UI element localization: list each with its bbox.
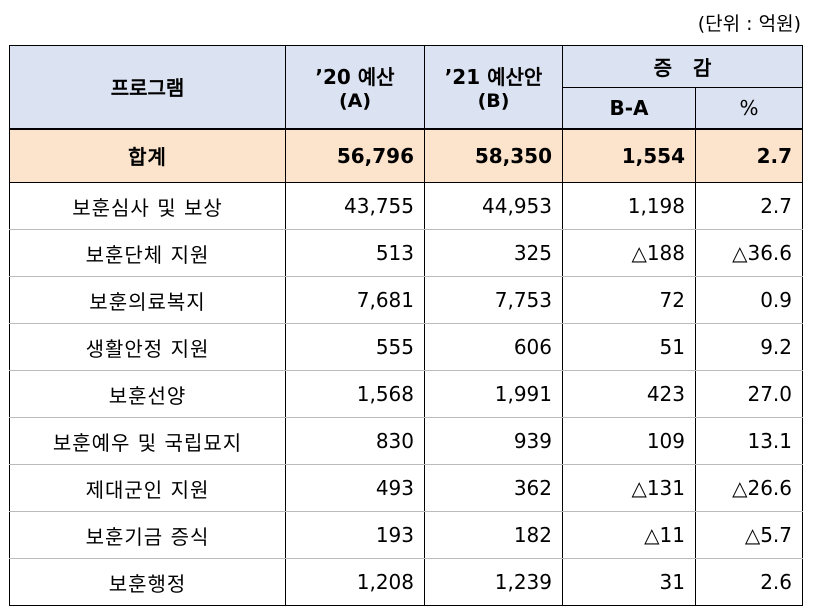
budget-2021-cell: 606	[424, 323, 563, 371]
change-diff-cell: 423	[562, 370, 696, 418]
program-name-cell: 제대군인 지원	[9, 464, 286, 512]
budget-2020-cell: 555	[285, 323, 425, 371]
change-pct-cell: △26.6	[694, 464, 804, 512]
budget-table: 프로그램 ’20 예산 (A) ’21 예산안 (B) 증 감 B-A % 합계…	[9, 45, 804, 606]
table-header: 프로그램 ’20 예산 (A) ’21 예산안 (B) 증 감 B-A %	[9, 45, 804, 129]
total-pct: 2.7	[694, 128, 804, 183]
budget-2020-cell: 1,208	[285, 558, 425, 606]
budget-2020-cell: 513	[285, 229, 425, 277]
change-pct-cell: △36.6	[694, 229, 804, 277]
change-pct-cell: 0.9	[694, 276, 804, 324]
budget-2021-cell: 939	[424, 417, 563, 465]
program-name-cell: 보훈예우 및 국립묘지	[9, 417, 286, 465]
change-diff-cell: 31	[562, 558, 696, 606]
budget-2021-cell: 7,753	[424, 276, 563, 324]
change-diff-cell: △188	[562, 229, 696, 277]
budget-2020-cell: 193	[285, 511, 425, 559]
total-name: 합계	[9, 128, 286, 183]
budget-2020-cell: 493	[285, 464, 425, 512]
total-b: 58,350	[424, 128, 563, 183]
budget-2021-cell: 182	[424, 511, 563, 559]
program-name-cell: 보훈단체 지원	[9, 229, 286, 277]
header-2021-sub: (B)	[477, 90, 510, 113]
program-name-cell: 보훈심사 및 보상	[9, 182, 286, 230]
budget-2020-cell: 1,568	[285, 370, 425, 418]
total-row: 합계 56,796 58,350 1,554 2.7	[9, 128, 804, 183]
table-row: 보훈심사 및 보상 43,755 44,953 1,198 2.7	[9, 182, 804, 230]
budget-2021-cell: 1,991	[424, 370, 563, 418]
table-row: 보훈의료복지 7,681 7,753 72 0.9	[9, 276, 804, 324]
budget-2021-cell: 1,239	[424, 558, 563, 606]
header-2020-budget: ’20 예산 (A)	[285, 45, 425, 129]
table-row: 보훈행정 1,208 1,239 31 2.6	[9, 558, 804, 606]
change-pct-cell: 2.6	[694, 558, 804, 606]
program-name-cell: 보훈의료복지	[9, 276, 286, 324]
unit-note: (단위 : 억원)	[697, 13, 801, 35]
change-pct-cell: 13.1	[694, 417, 804, 465]
header-2021-label: ’21 예산안	[444, 65, 543, 90]
table-row: 보훈예우 및 국립묘지 830 939 109 13.1	[9, 417, 804, 465]
header-change: 증 감	[561, 45, 804, 88]
change-pct-cell: 2.7	[694, 182, 804, 230]
table-row: 보훈단체 지원 513 325 △188 △36.6	[9, 229, 804, 277]
program-name-cell: 보훈선양	[9, 370, 286, 418]
header-change-pct: %	[694, 87, 804, 129]
change-diff-cell: 1,198	[562, 182, 696, 230]
change-diff-cell: 72	[562, 276, 696, 324]
table-body: 합계 56,796 58,350 1,554 2.7 보훈심사 및 보상 43,7…	[9, 128, 804, 606]
header-2020-sub: (A)	[338, 90, 372, 113]
header-2021-budget: ’21 예산안 (B)	[424, 45, 563, 129]
change-pct-cell: 9.2	[694, 323, 804, 371]
total-diff: 1,554	[562, 128, 696, 183]
budget-2021-cell: 44,953	[424, 182, 563, 230]
change-diff-cell: △11	[562, 511, 696, 559]
table-row: 보훈기금 증식 193 182 △11 △5.7	[9, 511, 804, 559]
program-name-cell: 보훈기금 증식	[9, 511, 286, 559]
table-row: 제대군인 지원 493 362 △131 △26.6	[9, 464, 804, 512]
budget-2020-cell: 43,755	[285, 182, 425, 230]
change-diff-cell: 109	[562, 417, 696, 465]
program-name-cell: 생활안정 지원	[9, 323, 286, 371]
budget-2020-cell: 830	[285, 417, 425, 465]
budget-2020-cell: 7,681	[285, 276, 425, 324]
budget-2021-cell: 362	[424, 464, 563, 512]
change-pct-cell: △5.7	[694, 511, 804, 559]
program-name-cell: 보훈행정	[9, 558, 286, 606]
total-a: 56,796	[285, 128, 425, 183]
header-program: 프로그램	[9, 45, 286, 129]
table-row: 보훈선양 1,568 1,991 423 27.0	[9, 370, 804, 418]
budget-2021-cell: 325	[424, 229, 563, 277]
header-change-diff: B-A	[562, 87, 696, 129]
header-2020-label: ’20 예산	[315, 65, 395, 90]
change-diff-cell: △131	[562, 464, 696, 512]
table-row: 생활안정 지원 555 606 51 9.2	[9, 323, 804, 371]
change-pct-cell: 27.0	[694, 370, 804, 418]
change-diff-cell: 51	[562, 323, 696, 371]
